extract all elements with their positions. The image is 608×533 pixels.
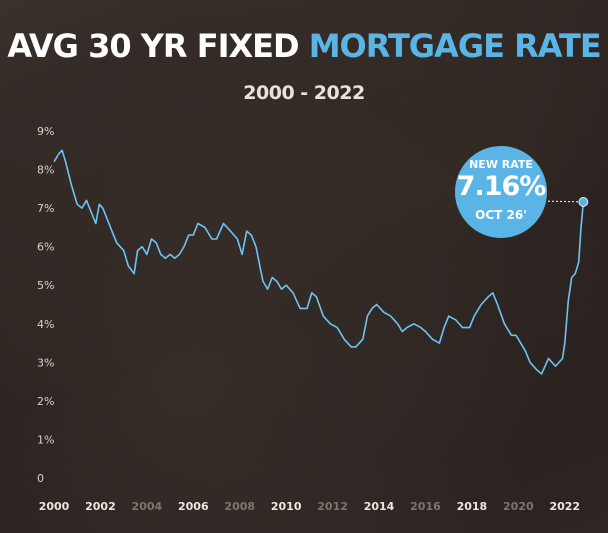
y-tick-label: 0 bbox=[37, 472, 44, 485]
callout-label: NEW RATE bbox=[469, 158, 533, 171]
x-tick-label: 2016 bbox=[410, 500, 441, 513]
y-tick-label: 9% bbox=[37, 125, 54, 138]
y-axis-ticks: 0 1% 2% 3% 4% 5% 6% 7% 8% 9% bbox=[37, 125, 54, 485]
y-tick-label: 5% bbox=[37, 279, 54, 292]
series-layer bbox=[53, 149, 585, 375]
callout-date: OCT 26' bbox=[475, 208, 527, 222]
y-tick-label: 8% bbox=[37, 164, 54, 177]
y-tick-label: 6% bbox=[37, 241, 54, 254]
y-tick-label: 4% bbox=[37, 318, 54, 331]
x-tick-label: 2012 bbox=[317, 500, 348, 513]
callout-leader-line bbox=[539, 200, 584, 203]
x-tick-label: 2020 bbox=[503, 500, 534, 513]
y-tick-label: 7% bbox=[37, 202, 54, 215]
x-tick-label: 2014 bbox=[364, 500, 395, 513]
x-tick-label: 2018 bbox=[457, 500, 488, 513]
y-tick-label: 2% bbox=[37, 395, 54, 408]
series-line-mortgage-rate bbox=[53, 149, 585, 375]
y-tick-label: 3% bbox=[37, 356, 54, 369]
y-tick-label: 1% bbox=[37, 433, 54, 446]
x-tick-label: 2004 bbox=[132, 500, 163, 513]
callout-value: 7.16% bbox=[456, 171, 547, 202]
x-tick-label: 2022 bbox=[549, 500, 580, 513]
x-tick-label: 2006 bbox=[178, 500, 209, 513]
x-axis-ticks: 2000 2002 2004 2006 2008 2010 2012 2014 2016 2018… bbox=[39, 500, 580, 513]
title-part-blue: MORTGAGE RATE bbox=[308, 27, 602, 65]
x-tick-label: 2010 bbox=[271, 500, 302, 513]
x-tick-label: 2008 bbox=[224, 500, 255, 513]
title-part-white: AVG 30 YR FIXED bbox=[7, 27, 299, 65]
x-tick-label: 2002 bbox=[85, 500, 116, 513]
annotation-layer bbox=[539, 197, 589, 207]
x-tick-label: 2000 bbox=[39, 500, 70, 513]
latest-value-dot bbox=[578, 197, 589, 207]
chart-title: AVG 30 YR FIXED MORTGAGE RATE bbox=[0, 26, 608, 66]
chart-subtitle: 2000 - 2022 bbox=[243, 82, 365, 104]
new-rate-callout: NEW RATE 7.16% OCT 26' bbox=[455, 146, 547, 238]
